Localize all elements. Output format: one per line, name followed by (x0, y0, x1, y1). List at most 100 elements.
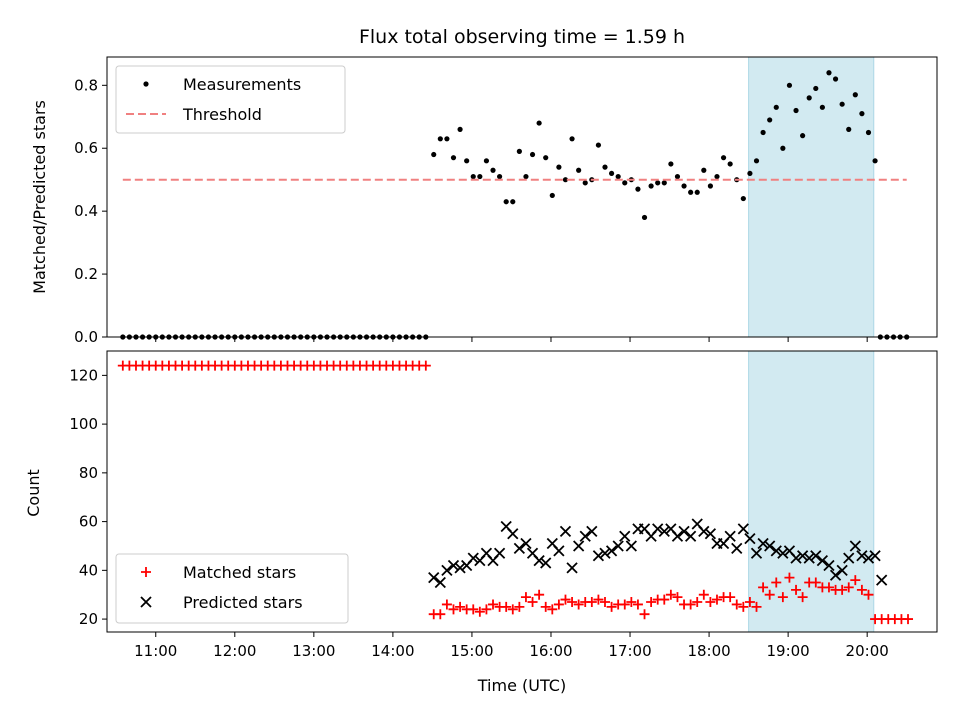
measurement-point (437, 136, 443, 142)
matched-star-point (573, 599, 584, 610)
measurement-point (720, 155, 727, 161)
predicted-star-point (829, 569, 842, 581)
matched-star-point (507, 604, 518, 615)
matched-star-point (764, 589, 775, 600)
measurement-point (529, 151, 536, 158)
x-tick-label: 19:00 (767, 642, 810, 660)
predicted-star-point (836, 564, 848, 576)
predicted-star-point (750, 547, 763, 559)
matched-star-point (659, 594, 670, 605)
predicted-star-point (764, 540, 776, 552)
predicted-star-point (467, 552, 479, 564)
measurement-point (846, 126, 852, 132)
measurement-point (747, 170, 753, 177)
x-tick-label: 17:00 (608, 642, 651, 660)
measurement-point (516, 148, 522, 154)
measurement-point (701, 167, 707, 173)
predicted-star-point (619, 530, 631, 542)
measurement-point (714, 173, 720, 180)
matched-star-point (600, 597, 610, 608)
predicted-star-point (605, 545, 618, 557)
matched-star-point (534, 589, 545, 600)
predicted-star-point (777, 547, 789, 559)
predicted-star-point (507, 528, 519, 540)
matched-star-point (692, 597, 703, 608)
measurement-point (549, 192, 555, 199)
panel-counts: 11:00 12:00 13:00 14:00 15:00 16:00 17:00 18:00… (69, 350, 938, 660)
predicted-star-point (810, 550, 822, 562)
matched-star-point (560, 594, 571, 605)
matched-star-point (520, 592, 531, 603)
predicted-star-point (454, 562, 466, 574)
predicted-star-point (441, 564, 453, 576)
predicted-star-point (592, 550, 605, 562)
measurement-point (767, 117, 773, 123)
matched-star-point (791, 584, 802, 595)
measurement-point (431, 151, 437, 158)
predicted-star-point (849, 540, 861, 552)
measurement-point (595, 142, 602, 148)
legend-label: Measurements (183, 75, 301, 94)
measurement-point (569, 136, 575, 142)
predicted-star-point (579, 530, 591, 542)
matched-star-point (843, 582, 854, 593)
y-axis-label-count: Count (24, 469, 43, 517)
y-tick-label: 0.4 (74, 202, 98, 220)
measurement-point (483, 158, 490, 164)
matched-star-point (903, 614, 914, 625)
predicted-star-point (652, 523, 664, 535)
measurement-point (740, 195, 746, 202)
matched-star-point (823, 582, 834, 593)
legend-box (115, 65, 346, 134)
matched-star-point (744, 597, 755, 608)
measurement-point (800, 133, 806, 139)
predicted-star-point (513, 542, 526, 555)
matched-star-point (784, 572, 795, 583)
x-axis-label: Time (UTC) (477, 676, 566, 695)
predicted-star-point (428, 572, 440, 584)
matched-star-point (632, 599, 643, 610)
x-tick-label: 18:00 (687, 642, 730, 660)
measurement-point (523, 173, 529, 180)
measurement-point (635, 186, 641, 192)
measurement-point (707, 183, 713, 189)
matched-star-point (619, 599, 630, 610)
measurement-point (608, 170, 615, 177)
predicted-star-point (540, 557, 552, 569)
measurement-point (490, 167, 496, 173)
predicted-star-point (434, 576, 446, 589)
measurement-point (681, 183, 687, 189)
matched-star-point (758, 582, 769, 593)
predicted-star-point (698, 525, 710, 537)
matched-star-point (837, 584, 848, 595)
y-tick-label: 20 (79, 610, 98, 628)
predicted-star-point (447, 559, 460, 572)
predicted-star-point (843, 552, 855, 564)
measurement-point (668, 161, 674, 167)
measurement-point (503, 199, 509, 205)
matched-star-point (810, 577, 821, 588)
measurement-point (641, 214, 648, 221)
plot-frame (106, 350, 938, 633)
x-tick-label: 16:00 (529, 642, 572, 660)
highlight-span (748, 56, 875, 338)
predicted-star-point (612, 540, 624, 552)
predicted-star-point (731, 542, 743, 555)
matched-star-point (672, 592, 683, 603)
matched-star-point (777, 592, 788, 603)
predicted-star-point (869, 550, 881, 562)
measurement-point (536, 120, 542, 126)
matched-star-point (527, 597, 538, 608)
chart-title: Flux total observing time = 1.59 h (359, 26, 685, 48)
legend-marker-matched (141, 567, 151, 577)
matched-star-point (435, 609, 446, 620)
y-tick-label: 0.2 (74, 265, 98, 283)
matched-star-point (606, 601, 617, 612)
x-tick-label: 20:00 (846, 642, 889, 660)
predicted-star-point (757, 537, 769, 550)
measurement-point (839, 101, 845, 107)
matched-star-point (455, 601, 466, 612)
matched-star-point (639, 609, 650, 620)
predicted-star-point (862, 552, 875, 564)
measurement-point (556, 164, 562, 170)
